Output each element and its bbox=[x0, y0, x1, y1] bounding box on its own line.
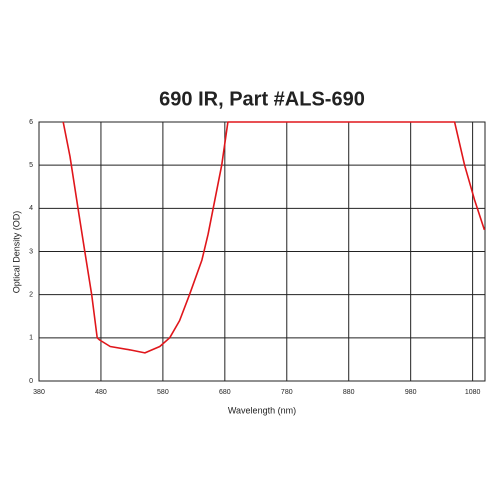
chart-title: 690 IR, Part #ALS-690 bbox=[159, 88, 365, 110]
y-tick-label: 4 bbox=[29, 205, 33, 212]
y-tick-label: 0 bbox=[29, 378, 33, 385]
x-tick-label: 380 bbox=[33, 389, 45, 396]
x-tick-label: 680 bbox=[219, 389, 231, 396]
x-tick-label: 980 bbox=[405, 389, 417, 396]
x-tick-label: 880 bbox=[343, 389, 355, 396]
y-tick-label: 2 bbox=[29, 292, 33, 299]
y-tick-label: 5 bbox=[29, 162, 33, 169]
y-axis-label: Optical Density (OD) bbox=[11, 211, 21, 294]
y-tick-label: 3 bbox=[29, 248, 33, 255]
x-tick-label: 780 bbox=[281, 389, 293, 396]
x-tick-label: 580 bbox=[157, 389, 169, 396]
x-tick-label: 1080 bbox=[465, 389, 481, 396]
x-tick-label: 480 bbox=[95, 389, 107, 396]
data-line bbox=[62, 121, 486, 354]
y-tick-label: 6 bbox=[29, 119, 33, 126]
x-axis-label: Wavelength (nm) bbox=[228, 405, 296, 415]
y-tick-label: 1 bbox=[29, 335, 33, 342]
